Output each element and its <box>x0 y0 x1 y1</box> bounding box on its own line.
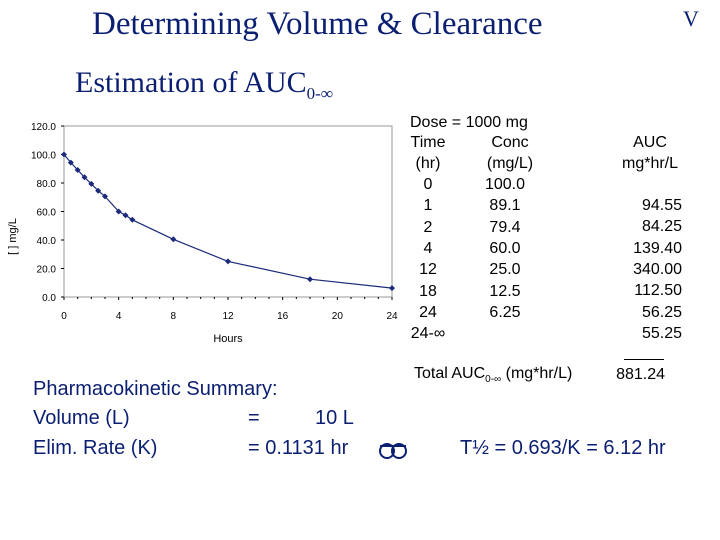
data-point <box>389 285 395 292</box>
volume-label: Volume (L) <box>33 407 130 429</box>
volume-value: 10 L <box>315 407 354 429</box>
conc-cell: 6.25 <box>489 303 521 321</box>
conc-cell: 79.4 <box>489 218 521 236</box>
total-auc-value: 881.24 <box>616 366 665 383</box>
dose-label: Dose = 1000 mg <box>410 114 528 131</box>
auc-cell: 340.00 <box>633 260 682 278</box>
slide-subtitle: Estimation of AUC0-∞ <box>75 66 333 104</box>
x-tick-label: 0 <box>61 311 67 322</box>
data-point <box>88 180 95 187</box>
data-point <box>74 167 81 174</box>
y-tick-label: 20.0 <box>37 265 57 276</box>
data-point <box>115 208 122 215</box>
time-cell: 1 <box>423 197 433 215</box>
slide-number: V <box>683 6 699 31</box>
data-point <box>307 276 313 283</box>
time-cell: 4 <box>423 239 433 257</box>
conc-cell: 25.0 <box>489 261 521 279</box>
auc-cell: 56.25 <box>641 303 682 321</box>
x-axis-label: Hours <box>213 333 243 345</box>
auc-chart: 120.0 100.0 80.0 60.0 40.0 20.0 0.0 0 4 8 12 16 20 24… <box>7 122 398 345</box>
auc-unit: mg*hr/L <box>621 155 679 172</box>
conc-header: Conc <box>491 134 529 151</box>
elim-rate-label: Elim. Rate (K) <box>33 437 158 459</box>
x-tick-label: 8 <box>171 311 177 322</box>
slide-title: Determining Volume & Clearance <box>92 6 543 42</box>
y-tick-label: 100.0 <box>31 151 56 162</box>
x-tick-label: 20 <box>332 311 344 322</box>
data-point <box>81 174 88 181</box>
y-tick-label: 60.0 <box>37 208 57 219</box>
x-tick-label: 4 <box>116 311 122 322</box>
conc-cell: 89.1 <box>489 197 521 215</box>
conc-cell: 60.0 <box>489 239 521 257</box>
conc-cell: 100.0 <box>484 176 526 193</box>
auc-header: AUC <box>633 134 667 151</box>
auc-cell: 84.25 <box>641 218 682 236</box>
data-point <box>170 236 177 243</box>
x-tick-label: 16 <box>277 311 289 322</box>
time-cell: 2 <box>423 218 433 236</box>
data-point <box>102 193 108 200</box>
elim-rate-value: = 0.1131 hr <box>248 437 349 459</box>
time-cell: 12 <box>419 261 437 279</box>
total-divider <box>624 359 664 360</box>
time-cell: 24 <box>419 303 437 321</box>
summary-heading: Pharmacokinetic Summary: <box>33 378 278 400</box>
half-life: T½ = 0.693/K = 6.12 hr <box>460 437 666 459</box>
y-tick-label: 80.0 <box>37 179 57 190</box>
data-point <box>67 159 74 166</box>
auc-cell: 55.25 <box>641 324 682 342</box>
data-point <box>122 212 129 219</box>
time-unit: (hr) <box>415 155 441 172</box>
volume-equals: = <box>248 407 260 429</box>
time-cell: 0 <box>423 176 433 193</box>
right-arrow-icon <box>379 443 407 459</box>
time-cell: 18 <box>419 282 437 300</box>
auc-cell: 112.50 <box>634 282 682 300</box>
y-tick-label: 40.0 <box>37 236 57 247</box>
y-tick-label: 120.0 <box>31 122 56 133</box>
conc-cell: 12.5 <box>489 282 521 300</box>
auc-cell: 139.40 <box>633 239 682 257</box>
x-tick-label: 12 <box>222 311 234 322</box>
auc-cell: 94.55 <box>641 197 682 214</box>
data-point <box>129 216 136 223</box>
y-axis-label: [ ] mg/L <box>7 218 19 255</box>
conc-unit: (mg/L) <box>486 155 534 172</box>
data-point <box>225 258 231 265</box>
x-tick-label: 24 <box>386 311 398 322</box>
subtitle-text: Estimation of AUC <box>75 66 307 99</box>
data-point <box>95 187 102 194</box>
plot-area <box>63 125 393 298</box>
time-header: Time <box>410 134 446 151</box>
y-tick-label: 0.0 <box>42 293 56 304</box>
subtitle-subscript: 0-∞ <box>306 84 333 103</box>
time-cell: 24-∞ <box>410 325 446 343</box>
total-auc-label: Total AUC0-∞ (mg*hr/L) <box>414 365 573 386</box>
data-point <box>61 151 67 158</box>
